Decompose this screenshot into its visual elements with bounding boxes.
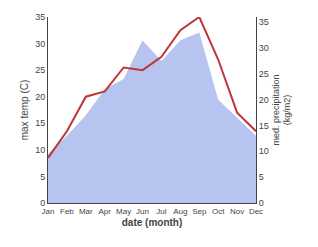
svg-text:0: 0 <box>40 198 45 208</box>
svg-text:Jan: Jan <box>42 207 55 216</box>
svg-text:30: 30 <box>259 43 269 53</box>
svg-text:10: 10 <box>35 145 45 155</box>
svg-text:Feb: Feb <box>60 207 74 216</box>
svg-text:35: 35 <box>259 17 269 27</box>
svg-text:0: 0 <box>259 198 264 208</box>
svg-text:May: May <box>116 207 131 216</box>
svg-text:5: 5 <box>40 172 45 182</box>
svg-text:Nov: Nov <box>230 207 244 216</box>
svg-text:25: 25 <box>35 65 45 75</box>
svg-text:15: 15 <box>35 118 45 128</box>
svg-text:35: 35 <box>35 12 45 22</box>
svg-text:20: 20 <box>259 95 269 105</box>
svg-text:15: 15 <box>259 121 269 131</box>
svg-text:25: 25 <box>259 69 269 79</box>
svg-text:date (month): date (month) <box>122 217 183 228</box>
svg-text:30: 30 <box>35 39 45 49</box>
svg-text:10: 10 <box>259 146 269 156</box>
svg-text:Aug: Aug <box>173 207 187 216</box>
svg-text:Mar: Mar <box>79 207 93 216</box>
svg-text:5: 5 <box>259 172 264 182</box>
svg-text:max temp (C): max temp (C) <box>19 80 30 141</box>
svg-text:20: 20 <box>35 92 45 102</box>
svg-text:Dec: Dec <box>249 207 263 216</box>
svg-text:Sep: Sep <box>192 207 207 216</box>
svg-text:Oct: Oct <box>212 207 225 216</box>
svg-text:Jul: Jul <box>156 207 166 216</box>
svg-text:Apr: Apr <box>99 207 112 216</box>
svg-text:Jun: Jun <box>136 207 149 216</box>
svg-text:med. precipitation(kg/m2): med. precipitation(kg/m2) <box>271 74 293 145</box>
